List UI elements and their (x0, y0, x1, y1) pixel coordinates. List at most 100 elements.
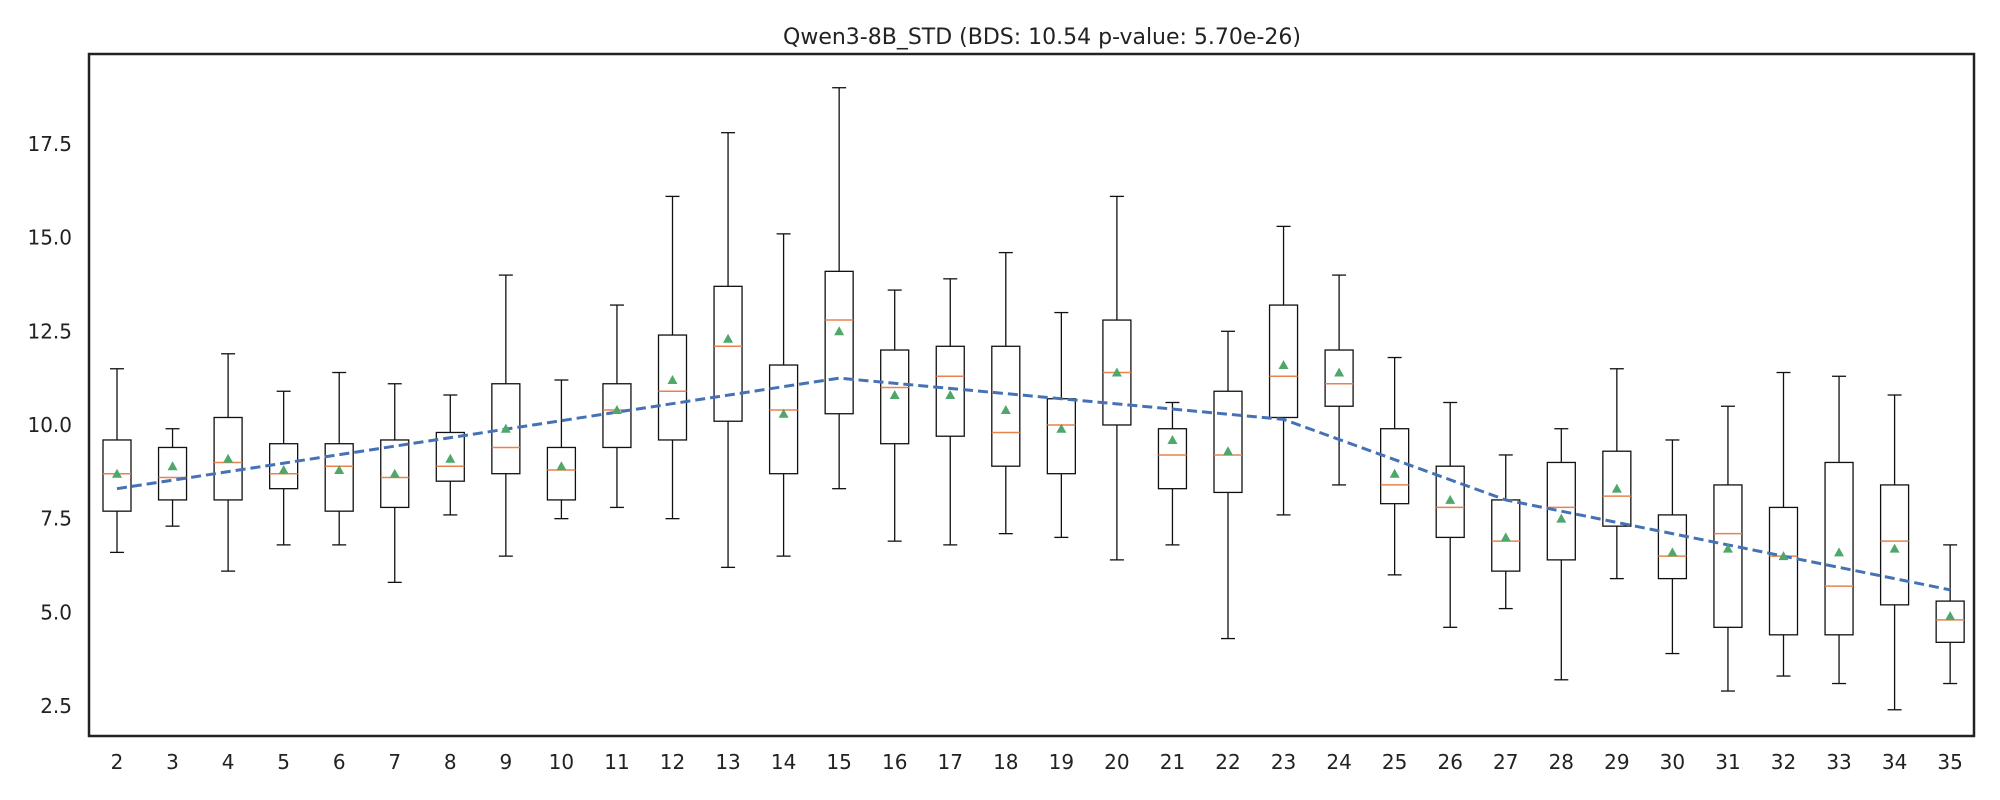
mean-marker (723, 333, 734, 343)
x-tick-label: 15 (826, 750, 851, 774)
iqr-box (1824, 461, 1854, 636)
box-group-24 (1324, 274, 1354, 486)
x-tick-label: 24 (1326, 750, 1351, 774)
x-tick-label: 6 (333, 750, 346, 774)
box-group-28 (1546, 428, 1576, 681)
y-tick-label: 15.0 (27, 226, 72, 250)
mean-marker (278, 464, 289, 474)
boxes-layer (102, 87, 1965, 711)
x-tick-label: 33 (1826, 750, 1851, 774)
box-group-16 (880, 289, 910, 542)
x-tick-label: 4 (222, 750, 235, 774)
iqr-box (1268, 304, 1299, 419)
x-tick-label: 22 (1215, 750, 1240, 774)
trend-layer (116, 376, 1951, 592)
mean-marker (500, 423, 511, 433)
iqr-box (880, 349, 910, 445)
box-group-17 (935, 278, 965, 546)
iqr-box (1713, 484, 1743, 628)
iqr-box (1157, 428, 1188, 490)
iqr-box (1324, 349, 1354, 407)
mean-marker (445, 453, 456, 463)
mean-marker (667, 375, 678, 385)
box-group-27 (1491, 454, 1521, 610)
box-group-20 (1102, 195, 1132, 561)
mean-marker (1889, 543, 1900, 553)
iqr-box (1046, 398, 1076, 475)
box-group-15 (824, 87, 854, 490)
mean-marker (112, 468, 122, 478)
mean-marker (778, 408, 789, 418)
box-group-23 (1268, 225, 1299, 516)
mean-marker (1278, 360, 1289, 370)
mean-marker (1223, 446, 1233, 456)
x-tick-label: 21 (1160, 750, 1185, 774)
chart-title: Qwen3-8B_STD (BDS: 10.54 p-value: 5.70e-… (783, 25, 1301, 50)
box-group-12 (657, 195, 688, 520)
iqr-box (491, 383, 521, 475)
iqr-box (768, 364, 799, 475)
mean-marker (834, 326, 845, 336)
box-group-33 (1824, 375, 1854, 685)
box-group-26 (1435, 401, 1465, 628)
x-tick-label: 25 (1382, 750, 1407, 774)
iqr-box (991, 345, 1021, 467)
iqr-box (1380, 428, 1410, 505)
iqr-box (1546, 461, 1576, 561)
mean-marker (945, 390, 956, 399)
mean-markers-layer (112, 326, 1956, 621)
x-tick-label: 27 (1493, 750, 1518, 774)
y-tick-label: 7.5 (40, 507, 72, 531)
y-tick-label: 2.5 (40, 694, 72, 718)
mean-marker (334, 464, 345, 474)
box-group-10 (546, 379, 577, 520)
mean-marker (556, 461, 567, 471)
x-tick-label: 19 (1049, 750, 1074, 774)
x-tick-label: 11 (604, 750, 629, 774)
iqr-box (824, 270, 854, 415)
mean-marker (1778, 551, 1789, 561)
iqr-box (157, 446, 188, 501)
mean-marker (1000, 404, 1011, 414)
x-tick-label: 29 (1604, 750, 1629, 774)
box-group-7 (380, 383, 410, 584)
mean-marker (223, 453, 234, 463)
mean-marker (1111, 367, 1122, 377)
box-group-34 (1879, 394, 1910, 711)
y-tick-label: 10.0 (27, 413, 72, 437)
mean-marker (889, 390, 900, 399)
box-group-9 (491, 274, 521, 557)
x-axis-tick-labels: 2 3 4 5 6 7 8 9 10 11 12 13 14 15 16 17 18 19 20 21 22 23 24 25… (111, 750, 1963, 774)
y-tick-label: 5.0 (40, 600, 72, 624)
x-tick-label: 9 (499, 750, 512, 774)
iqr-box (546, 446, 577, 501)
box-group-2 (102, 368, 132, 554)
iqr-box (1213, 390, 1243, 494)
mean-marker (1945, 611, 1956, 621)
mean-marker (1611, 483, 1622, 493)
plot-frame (87, 52, 1976, 738)
mean-marker (611, 404, 622, 414)
x-tick-label: 23 (1271, 750, 1296, 774)
box-group-4 (213, 353, 243, 572)
iqr-box (657, 334, 688, 441)
x-tick-label: 5 (277, 750, 290, 774)
iqr-box (713, 285, 743, 422)
x-tick-label: 10 (549, 750, 574, 774)
box-group-8 (435, 394, 465, 516)
x-tick-label: 31 (1715, 750, 1740, 774)
x-tick-label: 17 (938, 750, 963, 774)
iqr-box (1768, 506, 1799, 636)
box-group-21 (1157, 401, 1188, 546)
mean-marker (1167, 434, 1178, 444)
iqr-box (1657, 514, 1688, 580)
iqr-box (324, 443, 354, 512)
x-tick-label: 28 (1549, 750, 1574, 774)
box-group-25 (1380, 356, 1410, 576)
x-tick-label: 26 (1437, 750, 1462, 774)
mean-marker (389, 468, 400, 478)
iqr-box (602, 383, 632, 449)
box-group-14 (768, 233, 799, 557)
x-tick-label: 3 (166, 750, 179, 774)
